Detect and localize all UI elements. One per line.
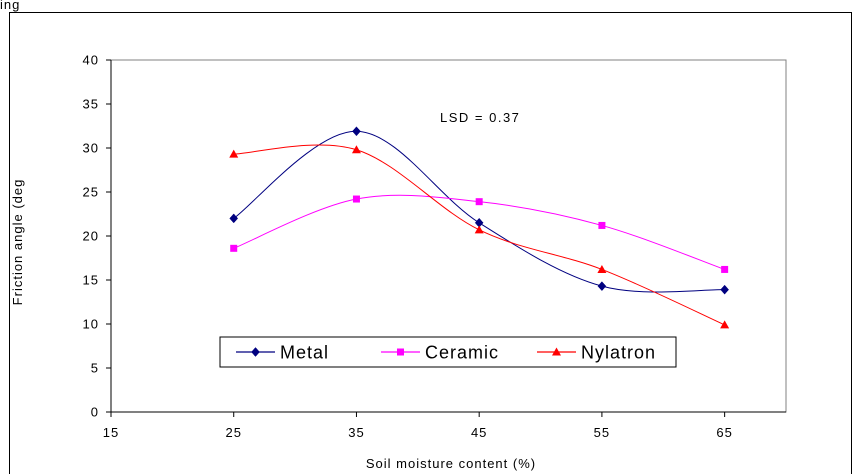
x-tick-label: 35 — [348, 425, 364, 440]
data-point-nylatron — [720, 320, 730, 329]
y-tick-label: 30 — [83, 141, 99, 156]
y-axis-title: Friction angle (deg — [10, 179, 25, 306]
data-point-nylatron — [597, 264, 607, 273]
y-tick-label: 25 — [83, 185, 99, 200]
data-point-nylatron — [229, 149, 239, 158]
data-point-ceramic — [352, 195, 360, 203]
lsd-annotation: LSD = 0.37 — [440, 110, 520, 125]
data-point-ceramic — [475, 198, 483, 206]
series-ceramic — [230, 194, 729, 273]
top-fragment-text: ing — [0, 0, 20, 12]
y-tick-label: 35 — [83, 97, 99, 112]
x-axis-title: Soil moisture content (%) — [366, 456, 536, 471]
series-nylatron — [229, 144, 730, 329]
data-point-metal — [720, 284, 729, 295]
data-point-metal — [597, 281, 607, 292]
series-metal — [229, 126, 729, 295]
y-tick-label: 5 — [91, 361, 99, 376]
legend-swatch-marker — [251, 347, 260, 357]
x-tick-label: 25 — [225, 425, 241, 440]
series-line-nylatron — [233, 144, 725, 326]
data-point-metal — [229, 213, 239, 224]
data-point-nylatron — [474, 225, 484, 234]
data-point-ceramic — [721, 265, 729, 273]
data-point-ceramic — [598, 221, 606, 229]
legend-item-nylatron: Nylatron — [537, 343, 656, 363]
x-tick-label: 45 — [471, 425, 487, 440]
chart-area-border — [9, 12, 852, 474]
x-tick-label: 15 — [103, 425, 119, 440]
data-point-ceramic — [230, 244, 238, 252]
series-line-metal — [233, 130, 725, 293]
y-tick-label: 20 — [83, 229, 99, 244]
data-point-nylatron — [351, 145, 361, 154]
legend-item-metal: Metal — [236, 343, 329, 363]
y-tick-label: 0 — [91, 405, 99, 420]
y-tick-label: 15 — [83, 273, 99, 288]
data-point-metal — [352, 126, 361, 137]
legend-box — [219, 336, 677, 368]
legend-swatch-marker — [397, 348, 404, 356]
legend-label: Ceramic — [425, 343, 499, 363]
legend-label: Nylatron — [581, 343, 656, 363]
legend-swatch-marker — [552, 347, 561, 356]
y-tick-label: 10 — [83, 317, 99, 332]
legend-label: Metal — [280, 343, 329, 363]
legend-item-ceramic: Ceramic — [381, 343, 499, 363]
legend: Metal Ceramic Nylatron — [219, 336, 677, 368]
y-tick-label: 40 — [83, 53, 99, 68]
x-tick-label: 65 — [716, 425, 732, 440]
x-tick-label: 55 — [594, 425, 610, 440]
